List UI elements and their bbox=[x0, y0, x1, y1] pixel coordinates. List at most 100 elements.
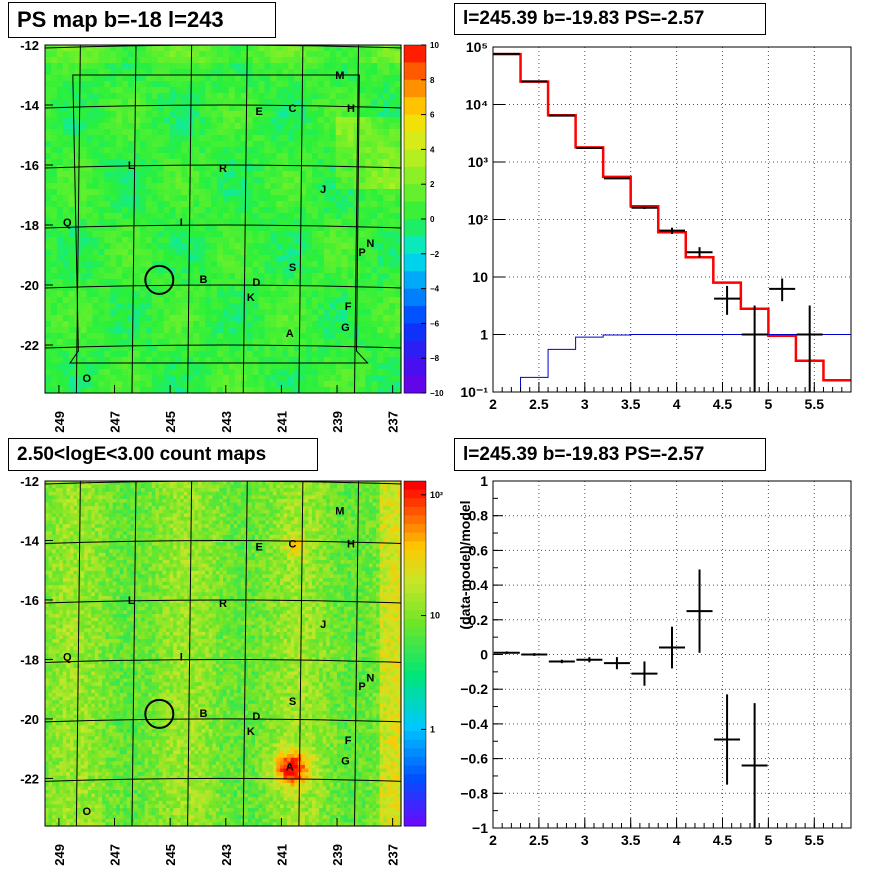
colorbar-tick-label: 8 bbox=[430, 76, 435, 85]
y-tick-label: −0.8 bbox=[460, 785, 488, 801]
x-tick-label: 5 bbox=[764, 396, 772, 412]
source-label: G bbox=[341, 756, 350, 768]
source-label: O bbox=[82, 806, 91, 818]
source-label: O bbox=[82, 373, 91, 385]
y-tick-label: 10⁻¹ bbox=[460, 384, 488, 400]
source-label: E bbox=[255, 541, 262, 553]
colorbar-tick-label: −2 bbox=[430, 250, 440, 259]
x-tick-label: 243 bbox=[219, 411, 234, 433]
colorbar-tick-label: −6 bbox=[430, 319, 440, 328]
source-label: M bbox=[335, 506, 344, 518]
source-label: A bbox=[286, 328, 294, 340]
source-label: L bbox=[128, 160, 135, 172]
source-label: N bbox=[366, 672, 374, 684]
y-tick-label: -20 bbox=[20, 712, 39, 727]
colorbar-tick-label: 2 bbox=[430, 180, 435, 189]
source-label: F bbox=[345, 735, 352, 747]
x-tick-label: 2 bbox=[489, 396, 497, 412]
source-label: S bbox=[289, 262, 296, 274]
y-tick-label: 0 bbox=[480, 647, 488, 663]
source-label: G bbox=[341, 322, 350, 334]
source-label: B bbox=[200, 708, 208, 720]
x-tick-label: 3 bbox=[581, 396, 589, 412]
ps-map-plot: M E C H L R J Q I NP S B DK FG A O 249 247 245 243 241 239 237… bbox=[20, 38, 444, 433]
y-axis-label: (data-model)/model bbox=[457, 500, 473, 629]
colorbar-tick-label: 10² bbox=[430, 490, 443, 500]
y-tick-label: 0.6 bbox=[469, 542, 489, 558]
x-tick-label: 245 bbox=[163, 411, 178, 433]
x-tick-label: 247 bbox=[108, 411, 123, 433]
y-tick-label: −1 bbox=[472, 820, 488, 836]
x-tick-label: 5.5 bbox=[805, 832, 825, 848]
source-label: P bbox=[358, 681, 365, 693]
y-tick-label: 10⁵ bbox=[466, 39, 488, 55]
y-tick-label: -14 bbox=[20, 98, 40, 113]
x-tick-label: 2 bbox=[489, 832, 497, 848]
y-tick-label: -22 bbox=[20, 771, 39, 786]
y-tick-label: -12 bbox=[20, 38, 39, 53]
source-label: C bbox=[289, 103, 297, 115]
source-label: B bbox=[200, 274, 208, 286]
source-label: I bbox=[180, 651, 183, 663]
source-label: J bbox=[320, 184, 326, 196]
ps-map-coordinate-grid bbox=[44, 44, 402, 394]
x-tick-label: 239 bbox=[330, 411, 345, 433]
source-label: F bbox=[345, 301, 352, 313]
x-tick-label: 237 bbox=[386, 844, 401, 866]
y-tick-label: −0.6 bbox=[460, 751, 488, 767]
y-tick-label: 10⁴ bbox=[466, 97, 489, 113]
source-label: R bbox=[219, 163, 227, 175]
x-tick-label: 4.5 bbox=[713, 832, 733, 848]
count-map-coordinate-grid bbox=[44, 480, 402, 827]
x-tick-label: 249 bbox=[52, 411, 67, 433]
source-label: I bbox=[180, 217, 183, 229]
model-histogram bbox=[493, 52, 851, 382]
x-tick-label: 5.5 bbox=[805, 396, 825, 412]
x-tick-label: 2.5 bbox=[529, 832, 549, 848]
target-marker-circle bbox=[144, 698, 175, 729]
residuals-title: l=245.39 b=-19.83 PS=-2.57 bbox=[454, 438, 766, 471]
y-tick-label: -22 bbox=[20, 338, 39, 353]
spectrum-plot: 2 2.5 3 3.5 4 4.5 5 5.5 10⁻¹ 1 10 10² 10³ 10⁴ 10⁵ bbox=[460, 39, 852, 412]
y-tick-label: −0.4 bbox=[460, 716, 488, 732]
colorbar-tick-label: 10 bbox=[430, 611, 440, 621]
source-label: C bbox=[289, 538, 297, 550]
y-tick-label: -16 bbox=[20, 593, 39, 608]
source-label: D bbox=[252, 711, 260, 723]
y-tick-label: -14 bbox=[20, 533, 40, 548]
y-tick-label: -18 bbox=[20, 218, 39, 233]
colorbar-tick-label: −8 bbox=[430, 354, 440, 363]
y-tick-label: 1 bbox=[480, 473, 488, 489]
target-marker-circle bbox=[144, 264, 175, 295]
y-tick-label: -12 bbox=[20, 474, 39, 489]
x-tick-label: 2.5 bbox=[529, 396, 549, 412]
background-histogram bbox=[493, 334, 851, 393]
source-label: P bbox=[358, 247, 365, 259]
y-tick-label: -20 bbox=[20, 278, 39, 293]
spectrum-title: l=245.39 b=-19.83 PS=-2.57 bbox=[454, 3, 766, 35]
source-label: R bbox=[219, 598, 227, 610]
x-tick-label: 237 bbox=[386, 411, 401, 433]
residuals-plot: 2 2.5 3 3.5 4 4.5 5 5.5 1 0.8 0.6 0.4 0.2 0 −0.2 −0.4 −0… bbox=[457, 473, 852, 848]
colorbar-tick-label: 4 bbox=[430, 145, 435, 154]
source-label: S bbox=[289, 696, 296, 708]
count-map-plot: M E C H L R J Q I NP S B DK FG A O 249 247 245 243 241 239 237… bbox=[20, 474, 443, 866]
ps-map-colorbar: 10 8 6 4 2 0 −2 −4 −6 −8 −10 bbox=[403, 41, 444, 398]
y-tick-label: 10² bbox=[468, 212, 489, 228]
colorbar-tick-label: 6 bbox=[430, 111, 435, 120]
x-tick-label: 241 bbox=[274, 844, 289, 866]
x-tick-label: 4 bbox=[673, 396, 681, 412]
source-label: M bbox=[335, 70, 344, 82]
y-tick-label: -18 bbox=[20, 652, 39, 667]
colorbar-tick-label: 0 bbox=[430, 215, 435, 224]
count-map-title: 2.50<logE<3.00 count maps bbox=[8, 438, 318, 471]
source-label: H bbox=[347, 103, 355, 115]
source-label: E bbox=[255, 106, 262, 118]
x-tick-label: 4.5 bbox=[713, 396, 733, 412]
colorbar-tick-label: −10 bbox=[430, 389, 444, 398]
y-tick-label: -16 bbox=[20, 158, 39, 173]
x-tick-label: 3.5 bbox=[621, 396, 641, 412]
source-label: H bbox=[347, 538, 355, 550]
source-label: K bbox=[247, 292, 255, 304]
x-tick-label: 241 bbox=[274, 411, 289, 433]
